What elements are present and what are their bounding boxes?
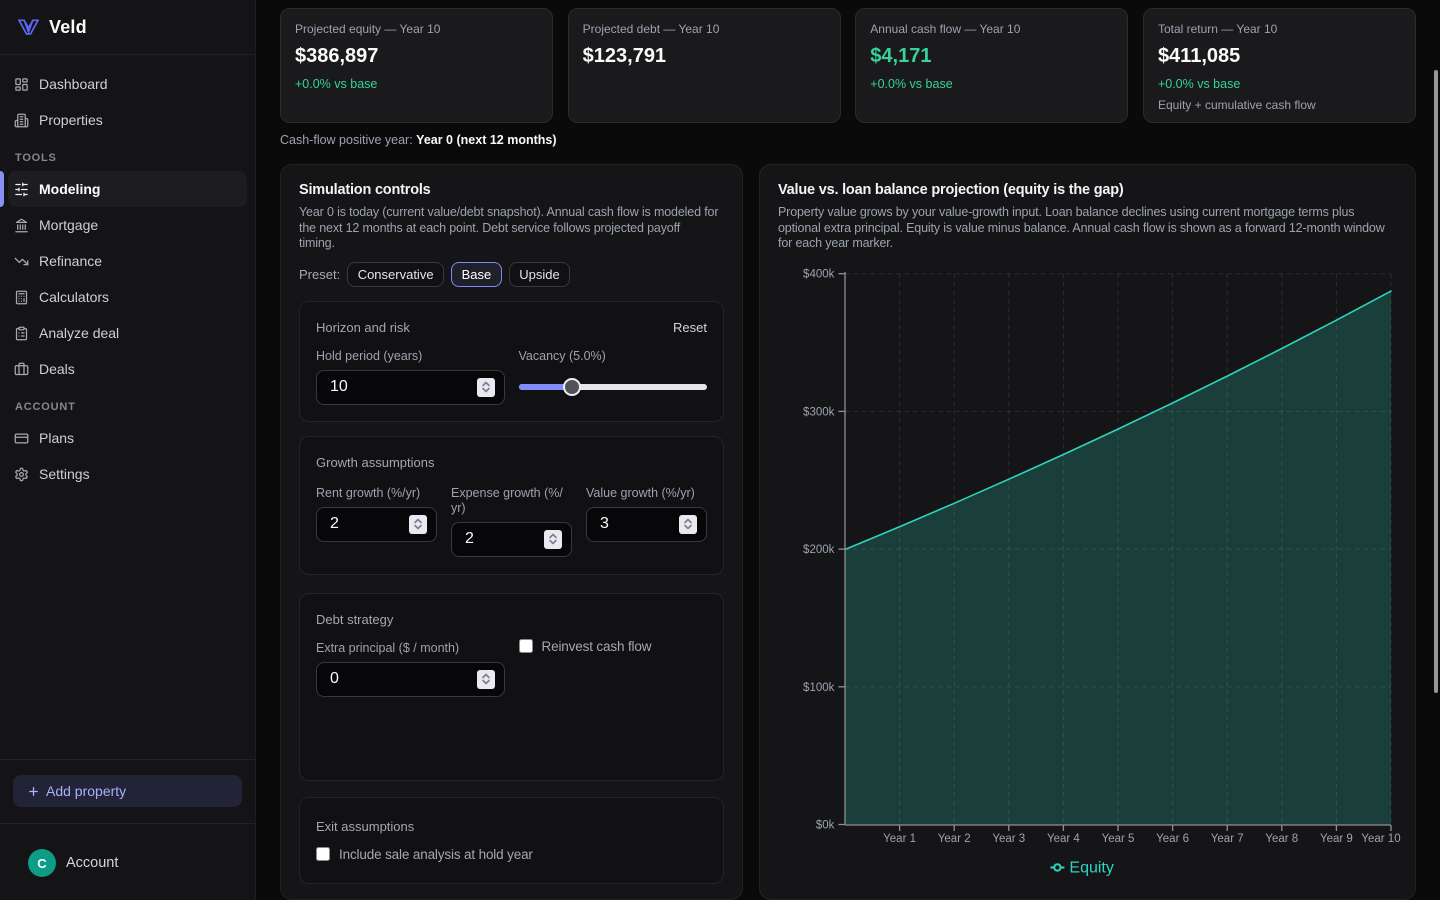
svg-text:Year 9: Year 9 <box>1320 833 1353 845</box>
svg-text:Year 8: Year 8 <box>1265 833 1298 845</box>
svg-text:Year 4: Year 4 <box>1047 833 1080 845</box>
svg-text:Year 10: Year 10 <box>1361 833 1400 845</box>
svg-text:$100k: $100k <box>803 682 835 694</box>
svg-text:Year 6: Year 6 <box>1156 833 1189 845</box>
svg-text:Year 1: Year 1 <box>883 833 916 845</box>
svg-text:$0k: $0k <box>816 820 835 832</box>
svg-text:$200k: $200k <box>803 544 835 556</box>
svg-text:Year 5: Year 5 <box>1102 833 1135 845</box>
svg-text:Equity: Equity <box>1069 860 1113 877</box>
svg-text:$400k: $400k <box>803 269 835 281</box>
svg-text:Year 7: Year 7 <box>1211 833 1244 845</box>
svg-text:Year 3: Year 3 <box>992 833 1025 845</box>
svg-text:Year 2: Year 2 <box>938 833 971 845</box>
svg-text:$300k: $300k <box>803 406 835 418</box>
